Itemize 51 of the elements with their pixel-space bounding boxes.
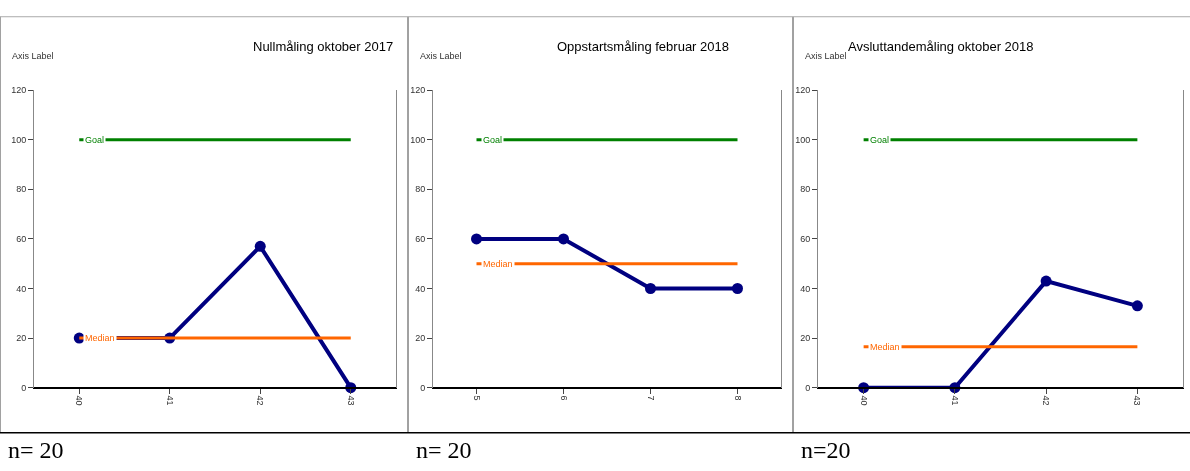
x-tick-label: 43 <box>345 395 356 406</box>
x-tick-label: 43 <box>1132 395 1143 406</box>
text: n= 20 <box>416 437 472 463</box>
y-tick-label: 80 <box>16 184 27 195</box>
y-tick-label: 0 <box>805 382 811 393</box>
chart-title: Oppstartsmåling februar 2018 <box>557 39 729 54</box>
series-label: Median <box>483 259 513 269</box>
point <box>254 240 266 252</box>
point <box>1131 300 1143 312</box>
y-tick-label: 0 <box>21 382 27 393</box>
point <box>1040 275 1052 287</box>
y-tick-label: 20 <box>16 333 27 344</box>
y-tick-label: 100 <box>11 134 27 145</box>
series-label: Median <box>85 333 115 343</box>
x-tick-label: 6 <box>558 395 569 401</box>
x-tick-label: 41 <box>164 395 175 406</box>
y-tick-label: 80 <box>800 184 811 195</box>
series-label: Goal <box>483 135 503 145</box>
chart-title: Nullmåling oktober 2017 <box>253 39 394 54</box>
x-tick-label: 40 <box>858 395 869 406</box>
x-tick-label: 41 <box>949 395 960 406</box>
series-label: Median <box>870 342 900 352</box>
x-tick-label: 5 <box>471 395 482 401</box>
y-tick-label: 60 <box>800 234 811 245</box>
x-tick-label: 7 <box>645 395 656 401</box>
y-tick-label: 0 <box>420 382 426 393</box>
y-tick-label: 120 <box>11 85 27 96</box>
text: n= 20 <box>8 437 64 463</box>
y-tick-label: 120 <box>795 85 811 96</box>
y-tick-label: 20 <box>800 333 811 344</box>
x-tick-label: 40 <box>74 395 85 406</box>
y-tick-label: 80 <box>415 184 426 195</box>
y-tick-label: 60 <box>415 234 426 245</box>
x-tick-label: 42 <box>255 395 266 406</box>
y-axis-title: Axis Label <box>12 51 54 61</box>
y-tick-label: 120 <box>410 85 426 96</box>
text: n=20 <box>801 437 851 463</box>
y-axis-title: Axis Label <box>805 51 847 61</box>
y-axis-title: Axis Label <box>420 51 462 61</box>
series-label: Goal <box>870 135 890 145</box>
y-tick-label: 100 <box>410 134 426 145</box>
x-tick-label: 8 <box>732 395 743 401</box>
y-tick-label: 40 <box>16 283 27 294</box>
y-tick-label: 40 <box>415 283 426 294</box>
series-label: Goal <box>85 135 105 145</box>
y-tick-label: 20 <box>415 333 426 344</box>
chart-title: Avsluttandemåling oktober 2018 <box>848 39 1034 54</box>
x-tick-label: 42 <box>1041 395 1052 406</box>
y-tick-label: 40 <box>800 283 811 294</box>
y-tick-label: 60 <box>16 234 27 245</box>
y-tick-label: 100 <box>795 134 811 145</box>
